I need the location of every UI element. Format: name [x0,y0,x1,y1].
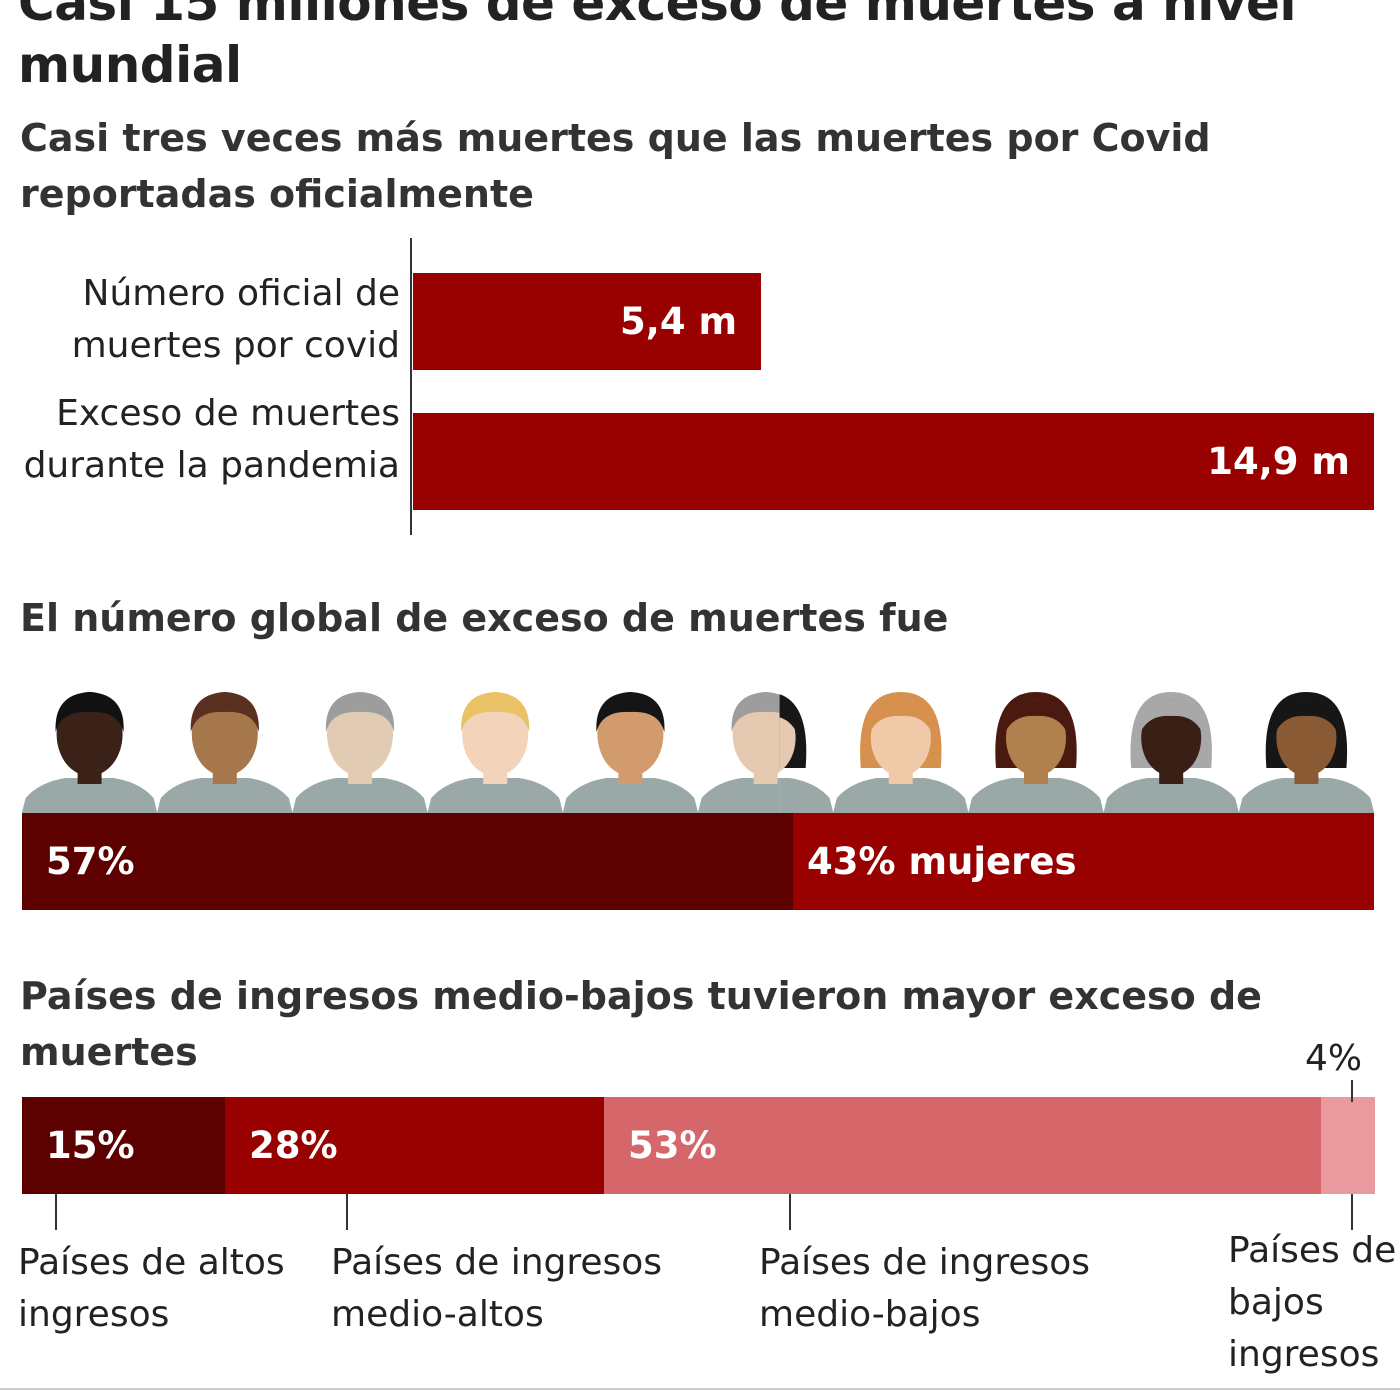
label-leader-line [1351,1080,1353,1102]
woman-icon [968,692,1104,814]
main-title: Casi 15 millones de exceso de muertes a … [18,0,1297,94]
man-icon [292,692,428,814]
people-illustration [22,692,1374,814]
gender-segment [793,813,1374,910]
hbar [413,273,761,370]
income-segment-label: 28% [249,1124,338,1167]
label-leader-line [789,1194,791,1230]
gender-segment-label: 43% mujeres [807,840,1077,883]
chart3-title: Países de ingresos medio-bajos tuvieron … [20,974,1262,1074]
income-segment-label: 4% [1305,1038,1363,1079]
income-segment [1321,1097,1375,1194]
man-icon [156,692,293,814]
man-icon [562,692,699,814]
chart2-title: El número global de exceso de muertes fu… [20,596,949,640]
income-segment-label: 53% [628,1124,717,1167]
label-leader-line [346,1194,348,1230]
woman-icon [1103,692,1240,814]
man-icon [22,692,158,814]
chart1-baseline [410,238,412,535]
category-label-excess: Exceso de muertes durante la pandemia [23,393,400,486]
woman-icon [1238,692,1374,814]
income-segment-label: 15% [46,1124,135,1167]
man-woman-split-icon [697,692,834,814]
income-segment [22,1097,225,1194]
income-category-label: Países de altos ingresos [18,1242,285,1335]
gender-segment-label: 57% [46,840,135,883]
income-segment [604,1097,1321,1194]
category-label-official: Número oficial de muertes por covid [71,273,400,366]
income-category-label: Países de ingresos medio-bajos [759,1242,1091,1335]
gender-segment [22,813,793,910]
chart1-title: Casi tres veces más muertes que las muer… [20,116,1211,216]
income-category-label: Países de bajos ingresos [1228,1230,1397,1375]
bottom-rule [0,1388,1400,1390]
income-segment [225,1097,604,1194]
hbar [413,413,1374,510]
label-leader-line [1351,1194,1353,1230]
income-category-label: Países de ingresos medio-altos [331,1242,663,1335]
hbar-value-label: 14,9 m [1207,440,1350,483]
label-leader-line [55,1194,57,1230]
man-icon [427,692,564,814]
hbar-value-label: 5,4 m [620,300,737,343]
woman-icon [832,692,969,814]
